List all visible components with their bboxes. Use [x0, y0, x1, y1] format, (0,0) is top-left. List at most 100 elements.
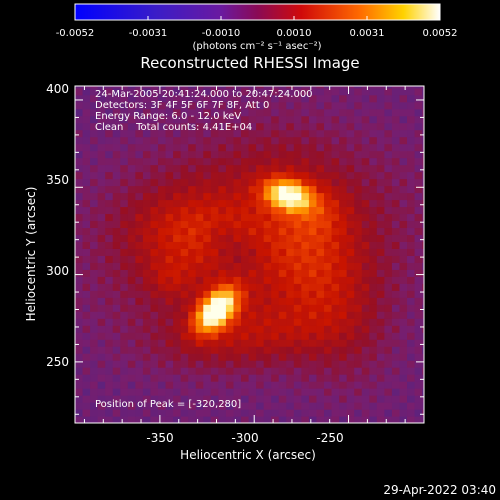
heatmap-cell — [135, 129, 144, 138]
heatmap-cell — [165, 248, 174, 256]
heatmap-cell — [308, 325, 318, 333]
heatmap-cell — [256, 269, 265, 277]
heatmap-cell — [369, 395, 378, 403]
heatmap-cell — [407, 325, 416, 333]
heatmap-cell — [233, 283, 242, 291]
heatmap-cell — [414, 220, 423, 229]
heatmap-cell — [346, 185, 355, 194]
heatmap-cell — [376, 290, 385, 298]
heatmap-cell — [241, 171, 250, 180]
heatmap-cell — [263, 255, 272, 263]
heatmap-cell — [399, 101, 408, 110]
heatmap-cell — [422, 164, 424, 173]
heatmap-cell — [173, 185, 182, 194]
heatmap-cell — [203, 339, 212, 347]
heatmap-cell — [165, 185, 174, 194]
heatmap-cell — [233, 374, 242, 382]
heatmap-cell — [414, 381, 423, 389]
heatmap-cell — [97, 164, 106, 173]
heatmap-cell — [354, 325, 363, 333]
heatmap-cell — [112, 360, 121, 368]
heatmap-cell — [233, 381, 242, 389]
heatmap-cell — [97, 206, 106, 215]
heatmap-cell — [376, 122, 385, 131]
heatmap-cell — [195, 409, 204, 417]
heatmap-cell — [263, 185, 272, 194]
heatmap-cell — [369, 86, 378, 89]
heatmap-cell — [391, 234, 401, 242]
heatmap-cell — [188, 115, 197, 124]
heatmap-cell — [112, 213, 121, 222]
heatmap-cell — [278, 346, 287, 354]
heatmap-cell — [105, 318, 114, 326]
heatmap-cell — [384, 206, 393, 215]
heatmap-cell — [339, 402, 348, 410]
heatmap-cell — [195, 234, 204, 242]
heatmap-cell — [248, 346, 257, 354]
heatmap-cell — [376, 318, 385, 326]
heatmap-cell — [120, 178, 129, 187]
heatmap-cell — [97, 87, 106, 96]
heatmap-cell — [135, 108, 144, 117]
heatmap-cell — [82, 108, 91, 117]
heatmap-cell — [422, 86, 424, 89]
heatmap-cell — [135, 283, 144, 291]
heatmap-cell — [188, 108, 197, 117]
heatmap-cell — [369, 325, 378, 333]
heatmap-cell — [225, 143, 235, 152]
heatmap-cell — [127, 101, 136, 110]
heatmap-cell — [308, 367, 318, 375]
heatmap-cell — [127, 276, 136, 284]
heatmap-cell — [422, 290, 424, 298]
heatmap-cell — [142, 206, 152, 215]
heatmap-cell — [376, 101, 385, 110]
heatmap-cell — [173, 311, 182, 319]
heatmap-cell — [391, 346, 401, 354]
heatmap-cell — [263, 325, 272, 333]
heatmap-cell — [308, 269, 318, 277]
heatmap-cell — [339, 122, 348, 131]
heatmap-cell — [271, 311, 280, 319]
heatmap-cell — [158, 192, 167, 201]
heatmap-cell — [203, 94, 212, 103]
heatmap-cell — [346, 87, 355, 96]
heatmap-cell — [75, 325, 84, 333]
heatmap-cell — [256, 248, 265, 256]
heatmap-cell — [391, 185, 401, 194]
heatmap-cell — [233, 255, 242, 263]
heatmap-cell — [256, 374, 265, 382]
heatmap-cell — [142, 199, 152, 208]
heatmap-cell — [399, 143, 408, 152]
heatmap-cell — [241, 199, 250, 208]
heatmap-cell — [203, 262, 212, 270]
heatmap-cell — [203, 311, 212, 319]
heatmap-cell — [142, 353, 152, 361]
heatmap-cell — [158, 395, 167, 403]
heatmap-cell — [286, 304, 295, 312]
heatmap-cell — [173, 115, 182, 124]
heatmap-cell — [263, 402, 272, 410]
heatmap-cell — [180, 150, 189, 159]
heatmap-cell — [135, 304, 144, 312]
heatmap-cell — [399, 86, 408, 89]
heatmap-cell — [384, 297, 393, 305]
heatmap-cell — [120, 192, 129, 201]
heatmap-cell — [203, 353, 212, 361]
heatmap-cell — [241, 86, 250, 89]
heatmap-cell — [376, 178, 385, 187]
heatmap-cell — [331, 94, 340, 103]
heatmap-cell — [339, 269, 348, 277]
heatmap-cell — [120, 206, 129, 215]
heatmap-cell — [135, 416, 144, 423]
heatmap-cell — [112, 115, 121, 124]
heatmap-cell — [414, 157, 423, 166]
heatmap-cell — [233, 94, 242, 103]
heatmap-cell — [165, 220, 174, 229]
heatmap-cell — [127, 86, 136, 89]
heatmap-cell — [195, 192, 204, 201]
heatmap-cell — [293, 150, 302, 159]
heatmap-cell — [127, 381, 136, 389]
heatmap-cell — [218, 402, 227, 410]
heatmap-cell — [354, 409, 363, 417]
heatmap-cell — [316, 409, 325, 417]
